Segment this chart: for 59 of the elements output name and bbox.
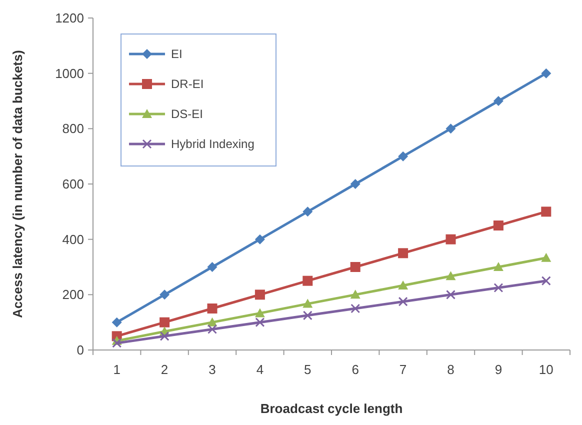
point bbox=[446, 290, 456, 300]
point bbox=[398, 151, 408, 162]
point bbox=[112, 338, 122, 348]
x-axis-title: Broadcast cycle length bbox=[260, 401, 403, 416]
legend-label: EI bbox=[171, 47, 182, 62]
point bbox=[350, 262, 360, 272]
legend-label: DS-EI bbox=[171, 107, 204, 122]
x-tick-label: 1 bbox=[113, 362, 120, 377]
point bbox=[302, 206, 313, 217]
point bbox=[541, 206, 552, 217]
point bbox=[446, 234, 456, 244]
x-tick-label: 6 bbox=[352, 362, 359, 377]
point bbox=[541, 276, 551, 286]
point bbox=[254, 234, 265, 244]
point bbox=[207, 304, 218, 314]
point bbox=[541, 68, 552, 78]
x-tick-label: 9 bbox=[494, 362, 502, 377]
point bbox=[493, 262, 504, 271]
y-tick-label: 400 bbox=[62, 232, 84, 247]
point bbox=[112, 317, 122, 328]
point bbox=[494, 283, 504, 292]
point bbox=[493, 96, 504, 106]
x-tick-label: 3 bbox=[208, 362, 216, 377]
point bbox=[446, 124, 456, 134]
point bbox=[398, 248, 408, 258]
y-axis-title: Access latency (in number of data buckets) bbox=[10, 50, 25, 318]
y-tick-label: 600 bbox=[62, 176, 84, 192]
x-tick-label: 4 bbox=[256, 362, 264, 377]
point bbox=[350, 290, 360, 299]
x-tick-label: 10 bbox=[538, 362, 554, 377]
x-tick-label: 2 bbox=[160, 362, 168, 377]
point bbox=[254, 290, 265, 300]
x-tick-label: 8 bbox=[447, 362, 454, 377]
point bbox=[207, 262, 218, 272]
point bbox=[254, 308, 265, 318]
y-tick-label: 0 bbox=[76, 342, 84, 358]
x-tick-label: 7 bbox=[399, 362, 407, 377]
point bbox=[398, 280, 408, 290]
point bbox=[350, 179, 360, 189]
point bbox=[208, 324, 217, 334]
point bbox=[541, 252, 552, 262]
point bbox=[493, 220, 504, 230]
point bbox=[446, 271, 456, 280]
y-tick-label: 200 bbox=[62, 287, 84, 302]
legend-label: DR-EI bbox=[171, 77, 204, 92]
legend-label: Hybrid Indexing bbox=[171, 137, 254, 152]
point bbox=[160, 331, 170, 341]
y-tick-label: 1200 bbox=[55, 10, 84, 26]
point bbox=[302, 310, 312, 320]
point bbox=[302, 276, 313, 286]
x-tick-label: 5 bbox=[304, 362, 312, 377]
point bbox=[350, 304, 360, 314]
point bbox=[255, 318, 265, 328]
y-tick-label: 800 bbox=[62, 121, 84, 136]
point bbox=[302, 298, 313, 308]
point bbox=[160, 290, 170, 300]
point bbox=[398, 296, 408, 306]
y-tick-label: 1000 bbox=[55, 66, 84, 81]
point bbox=[160, 317, 170, 328]
